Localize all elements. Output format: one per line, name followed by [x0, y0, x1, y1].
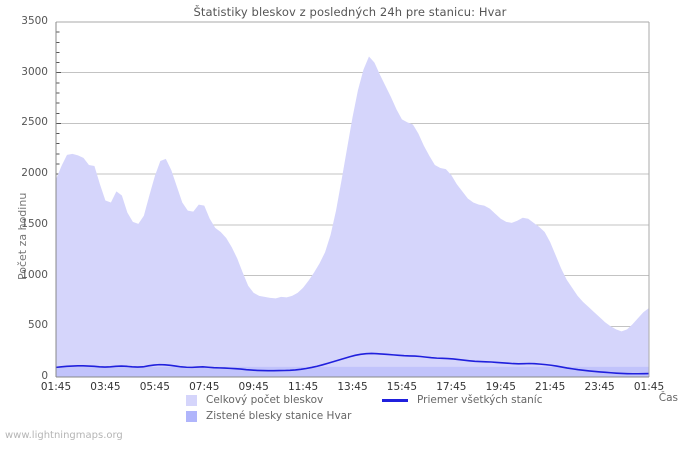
legend-swatch-station-icon [186, 410, 197, 422]
y-tick-label: 1000 [21, 268, 48, 281]
legend-swatch-total-icon [186, 394, 197, 406]
x-tick-label: 21:45 [535, 381, 566, 393]
chart-title: Štatistiky bleskov z posledných 24h pre … [193, 5, 507, 19]
y-tick-label: 1500 [21, 217, 48, 230]
legend-item-total[interactable]: Celkový počet bleskov [186, 392, 382, 408]
watermark: www.lightningmaps.org [5, 430, 123, 441]
y-tick-label: 3500 [21, 15, 48, 27]
x-tick-label: 13:45 [337, 381, 368, 393]
legend-label-station: Zistené blesky stanice Hvar [206, 410, 352, 422]
x-tick-label: 19:45 [485, 381, 516, 393]
legend-label-average: Priemer všetkých staníc [417, 394, 543, 406]
x-tick-label: 01:45 [633, 381, 665, 393]
x-axis-label: Čas [658, 392, 678, 404]
legend-label-total: Celkový počet bleskov [206, 394, 324, 406]
legend-line-average-icon [382, 398, 408, 402]
x-tick-label: 15:45 [386, 381, 418, 393]
x-tick-label: 17:45 [436, 381, 467, 393]
legend-item-average[interactable]: Priemer všetkých staníc [382, 392, 543, 408]
y-tick-label: 500 [27, 319, 48, 332]
chart-legend: Celkový počet bleskov Priemer všetkých s… [186, 392, 656, 424]
x-tick-label: 23:45 [584, 381, 615, 393]
x-tick-label: 09:45 [238, 381, 269, 393]
x-tick-label: 03:45 [90, 381, 121, 393]
x-tick-label: 07:45 [189, 381, 220, 393]
x-tick-label: 11:45 [287, 381, 319, 393]
legend-row-1: Celkový počet bleskov Priemer všetkých s… [186, 392, 656, 408]
x-tick-label: 05:45 [139, 381, 170, 393]
legend-item-station[interactable]: Zistené blesky stanice Hvar [186, 408, 382, 424]
y-tick-label: 2000 [21, 167, 48, 180]
x-tick-label: 01:45 [40, 381, 72, 393]
legend-row-2: Zistené blesky stanice Hvar [186, 408, 656, 424]
y-tick-label: 0 [41, 370, 48, 382]
y-tick-label: 3000 [21, 65, 48, 78]
y-tick-label: 2500 [21, 116, 48, 129]
